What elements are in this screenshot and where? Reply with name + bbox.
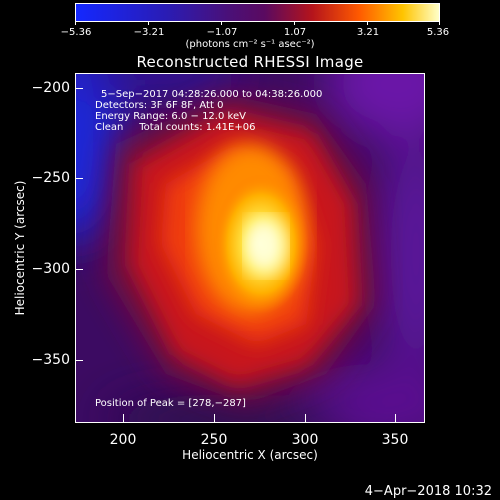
y-tick-label: −300 [31, 261, 70, 277]
x-tick-label: 300 [291, 432, 319, 448]
y-tick-mark [75, 269, 83, 270]
x-tick-label: 200 [109, 432, 137, 448]
x-tick-mark [305, 414, 306, 422]
info-energy-range: Energy Range: 6.0 − 12.0 keV [95, 111, 246, 122]
info-clean-counts: Clean Total counts: 1.41E+06 [95, 122, 256, 133]
colorbar-tick-mark [439, 21, 440, 25]
rhessi-image [75, 73, 425, 423]
colorbar-tick-label: 5.36 [426, 27, 450, 38]
colorbar-tick-mark [294, 21, 295, 25]
y-tick-label: −350 [31, 352, 70, 368]
colorbar [75, 3, 440, 22]
y-tick-mark [75, 88, 83, 89]
colorbar-units: (photons cm⁻² s⁻¹ asec⁻²) [185, 39, 315, 50]
y-axis-label: Heliocentric Y (arcsec) [13, 180, 27, 316]
colorbar-tick-mark [75, 21, 76, 25]
x-tick-mark [395, 414, 396, 422]
x-tick-mark [214, 414, 215, 422]
image-title: Reconstructed RHESSI Image [136, 53, 364, 71]
y-tick-label: −200 [31, 80, 70, 96]
x-tick-label: 350 [381, 432, 409, 448]
y-tick-mark [75, 360, 83, 361]
colorbar-tick-label: 1.07 [283, 27, 307, 38]
info-detectors: Detectors: 3F 6F 8F, Att 0 [95, 100, 224, 111]
footer-date: 4−Apr−2018 10:32 [364, 484, 492, 499]
x-axis-label: Heliocentric X (arcsec) [182, 448, 318, 462]
colorbar-tick-label: −5.36 [60, 27, 92, 38]
colorbar-tick-mark [148, 21, 149, 25]
colorbar-tick-mark [367, 21, 368, 25]
x-tick-mark [123, 414, 124, 422]
colorbar-tick-label: −3.21 [133, 27, 165, 38]
colorbar-tick-label: 3.21 [356, 27, 380, 38]
y-tick-mark [75, 178, 83, 179]
info-time-range: 5−Sep−2017 04:28:26.000 to 04:38:26.000 [101, 89, 323, 100]
position-of-peak: Position of Peak = [278,−287] [95, 398, 246, 409]
colorbar-tick-label: −1.07 [206, 27, 238, 38]
colorbar-tick-mark [221, 21, 222, 25]
y-tick-label: −250 [31, 170, 70, 186]
x-tick-label: 250 [200, 432, 228, 448]
